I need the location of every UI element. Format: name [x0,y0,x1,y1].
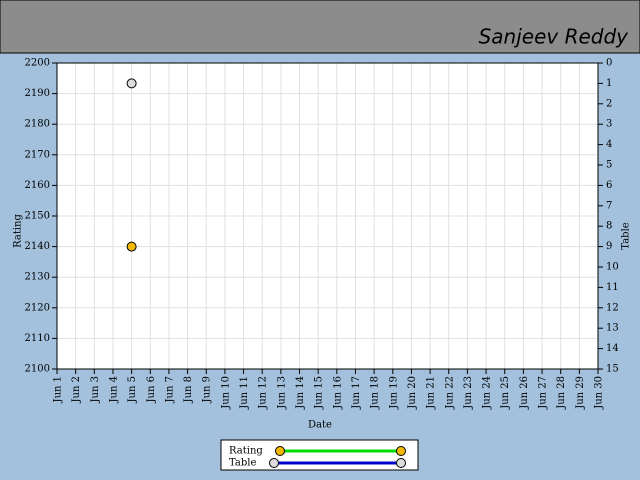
legend-marker [396,446,406,456]
y2-tick-label: 15 [606,364,619,375]
y2-tick-label: 8 [606,221,612,232]
y2-tick-label: 2 [606,98,612,109]
chart-title: Sanjeev Reddy [479,25,630,49]
y2-tick-label: 6 [606,180,612,191]
y-tick-label: 2200 [25,58,50,69]
x-tick-label: Jun 26 [519,376,530,410]
x-tick-label: Jun 6 [146,376,157,403]
plot-frame [56,62,599,370]
y-axis-label: Rating [13,214,24,248]
x-tick-label: Jun 19 [388,376,399,410]
x-tick-label: Jun 18 [370,376,381,410]
x-tick-label: Jun 8 [183,376,194,403]
y2-tick-label: 12 [606,302,619,313]
y2-tick-label: 13 [606,323,619,334]
legend-marker [396,458,406,468]
y-tick-label: 2140 [25,241,50,252]
header [0,0,640,54]
y-tick-label: 2190 [25,88,50,99]
y2-tick-label: 1 [606,78,612,89]
x-tick-label: Jun 22 [444,376,455,410]
x-tick-label: Jun 4 [108,376,119,403]
legend [220,439,419,471]
x-tick-label: Jun 28 [556,376,567,410]
data-point [126,78,137,89]
x-tick-label: Jun 29 [575,376,586,410]
x-tick-label: Jun 1 [53,376,64,403]
x-tick-label: Jun 5 [127,376,138,403]
x-tick-label: Jun 25 [500,376,511,410]
y2-tick-label: 14 [606,343,619,354]
y2-tick-label: 11 [606,282,619,293]
x-tick-label: Jun 24 [482,376,493,410]
y-tick-label: 2180 [25,119,50,130]
y-tick-label: 2170 [25,149,50,160]
x-tick-label: Jun 9 [202,376,213,403]
x-tick-label: Jun 10 [220,376,231,410]
x-axis-label: Date [308,420,332,431]
y-tick-label: 2120 [25,302,50,313]
data-point [126,241,137,252]
x-tick-label: Jun 20 [407,376,418,410]
y2-tick-label: 5 [606,160,612,171]
y2-tick-label: 9 [606,241,612,252]
x-tick-label: Jun 27 [538,376,549,410]
x-tick-label: Jun 13 [276,376,287,410]
x-tick-label: Jun 23 [463,376,474,410]
y-tick-label: 2100 [25,364,50,375]
y-tick-label: 2150 [25,211,50,222]
y-tick-label: 2110 [25,333,50,344]
x-tick-label: Jun 30 [594,376,605,410]
x-tick-label: Jun 21 [426,376,437,410]
x-tick-label: Jun 2 [71,376,82,403]
x-tick-label: Jun 7 [164,376,175,403]
x-tick-label: Jun 3 [90,376,101,403]
legend-label: Rating [229,446,263,457]
x-tick-label: Jun 17 [351,376,362,410]
y-tick-label: 2160 [25,180,50,191]
legend-marker [269,458,279,468]
x-tick-label: Jun 12 [258,376,269,410]
y-tick-label: 2130 [25,272,50,283]
y2-tick-label: 0 [606,58,612,69]
y2-tick-label: 10 [606,262,619,273]
legend-label: Table [229,458,256,469]
x-tick-label: Jun 11 [239,376,250,410]
y2-tick-label: 7 [606,200,612,211]
y2-tick-label: 4 [606,139,612,150]
x-tick-label: Jun 16 [332,376,343,410]
y2-tick-label: 3 [606,119,612,130]
y2-axis-label: Table [621,222,632,249]
legend-marker [275,446,285,456]
x-tick-label: Jun 14 [295,376,306,410]
x-tick-label: Jun 15 [314,376,325,410]
